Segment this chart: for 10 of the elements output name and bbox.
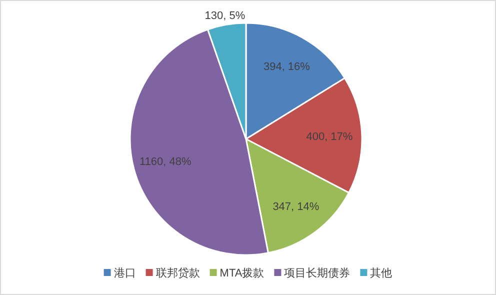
legend-label: 港口: [114, 266, 136, 280]
legend-label: MTA拨款: [220, 268, 264, 280]
data-label: 394, 16%: [263, 61, 310, 74]
data-label: 347, 14%: [272, 200, 320, 213]
data-label: 400, 17%: [306, 131, 353, 144]
data-label: 130, 5%: [204, 10, 246, 22]
data-label: 1160, 48%: [139, 156, 192, 168]
legend-label: 项目长期债券: [284, 266, 350, 280]
legend-label: 联邦贷款: [156, 266, 200, 280]
legend-label: 其他: [370, 266, 392, 280]
